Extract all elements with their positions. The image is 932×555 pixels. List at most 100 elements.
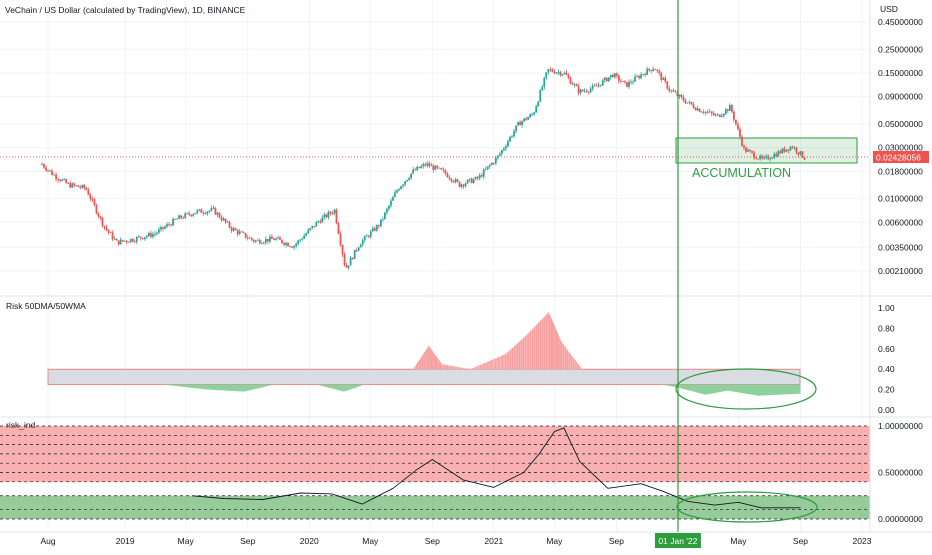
price-candle-body xyxy=(307,229,310,234)
price-candle-body xyxy=(791,146,794,149)
price-candle-body xyxy=(311,225,314,229)
price-candle-body xyxy=(381,218,384,220)
price-candle-body xyxy=(511,136,513,137)
price-candle-body xyxy=(535,106,538,113)
price-candle-body xyxy=(672,90,675,92)
price-candle-body xyxy=(747,150,749,152)
price-candle-body xyxy=(569,77,572,84)
price-candle-body xyxy=(390,200,392,206)
price-candle-body xyxy=(119,239,122,245)
price-candle-body xyxy=(145,236,148,238)
time-axis[interactable]: Aug 2019 May Sep 2020 May Sep 2021 May Sep 01 Jan … xyxy=(40,533,872,548)
price-candle-body xyxy=(158,229,160,233)
price-candle-body xyxy=(785,149,788,152)
risk-ind-line xyxy=(192,427,801,509)
price-candle-body xyxy=(73,183,76,186)
price-candle-body xyxy=(273,238,275,241)
price-candle-body xyxy=(743,145,745,148)
price-candle-body xyxy=(402,184,404,187)
price-candle-body xyxy=(716,114,719,116)
price-candle-body xyxy=(454,179,457,183)
price-candle-body xyxy=(480,175,483,177)
price-candle-body xyxy=(636,76,638,78)
risk-axis-tick-label: 1.00 xyxy=(878,303,895,313)
price-candle-body xyxy=(345,264,348,268)
price-candle-body xyxy=(83,185,86,188)
price-candle-body xyxy=(383,212,386,219)
price-candle-body xyxy=(434,165,437,170)
price-candle-body xyxy=(557,71,560,73)
price-axis-tick-label: 0.01800000 xyxy=(878,166,923,176)
price-candle-body xyxy=(137,236,140,238)
price-candle-body xyxy=(111,232,114,240)
price-candle-body xyxy=(337,223,340,234)
price-candle-body xyxy=(517,122,519,126)
price-candle-body xyxy=(115,238,118,241)
price-candle-body xyxy=(355,249,358,251)
price-candle-body xyxy=(710,111,713,114)
price-candle-body xyxy=(236,230,239,234)
price-candle-body xyxy=(41,164,43,165)
price-candle-body xyxy=(634,76,636,82)
price-candle-body xyxy=(706,111,709,113)
time-axis-highlight-label: 01 Jan '22 xyxy=(658,536,697,546)
price-candle-body xyxy=(317,221,320,223)
price-axis-currency: USD xyxy=(880,4,898,14)
price-candle-body xyxy=(365,235,368,237)
price-candle-body xyxy=(728,105,731,111)
price-candle-body xyxy=(216,212,219,215)
last-price-badge xyxy=(873,151,929,163)
price-candle-body xyxy=(773,154,776,158)
price-candle-body xyxy=(71,183,74,188)
time-axis-tick-label: 2020 xyxy=(300,536,319,546)
price-candle-body xyxy=(51,170,53,176)
price-candle-body xyxy=(123,240,126,242)
price-axis-tick-label: 0.00600000 xyxy=(878,217,923,227)
price-candle-body xyxy=(105,227,108,230)
risk-ind-series xyxy=(0,425,870,520)
price-candle-body xyxy=(404,181,406,185)
price-candle-body xyxy=(585,90,588,92)
price-candle-body xyxy=(250,237,253,240)
price-axis-tick-label: 0.00350000 xyxy=(878,242,923,252)
accumulation-label: ACCUMULATION xyxy=(692,166,791,180)
price-candle-body xyxy=(127,241,130,243)
risk-ind-low-zone xyxy=(0,495,870,519)
price-candle-body xyxy=(704,111,707,113)
price-candle-body xyxy=(260,243,263,244)
price-candle-body xyxy=(287,242,289,247)
price-candle-body xyxy=(763,156,766,159)
price-candle-body xyxy=(678,94,681,97)
price-candle-body xyxy=(642,74,645,75)
price-candle-body xyxy=(156,232,158,234)
price-candle-body xyxy=(392,197,394,201)
price-candle-body xyxy=(466,179,469,184)
price-candle-body xyxy=(531,114,534,116)
price-candle-body xyxy=(196,210,199,213)
price-candle-body xyxy=(505,146,507,149)
price-candle-body xyxy=(801,151,804,158)
risk-neutral-band xyxy=(47,368,801,385)
price-candle-body xyxy=(198,209,201,211)
price-candle-body xyxy=(694,107,697,111)
price-axis[interactable]: 0.45000000 0.25000000 0.15000000 0.09000000… xyxy=(878,17,923,524)
price-candle-body xyxy=(85,187,88,190)
price-candle-body xyxy=(160,226,162,230)
price-candle-body xyxy=(228,221,231,228)
price-candle-body xyxy=(305,233,308,236)
price-candle-body xyxy=(658,70,661,73)
price-candle-body xyxy=(488,165,491,167)
price-candle-body xyxy=(63,179,66,181)
price-candle-body xyxy=(95,204,98,214)
price-candle-body xyxy=(131,238,134,242)
price-candle-body xyxy=(688,101,691,103)
price-candle-body xyxy=(607,77,610,82)
price-candle-body xyxy=(289,246,291,248)
price-candle-body xyxy=(293,245,296,248)
price-candle-body xyxy=(208,210,211,212)
price-candle-body xyxy=(553,71,556,74)
price-candle-body xyxy=(714,114,717,116)
price-candle-body xyxy=(470,178,473,183)
price-candle-body xyxy=(188,213,191,215)
